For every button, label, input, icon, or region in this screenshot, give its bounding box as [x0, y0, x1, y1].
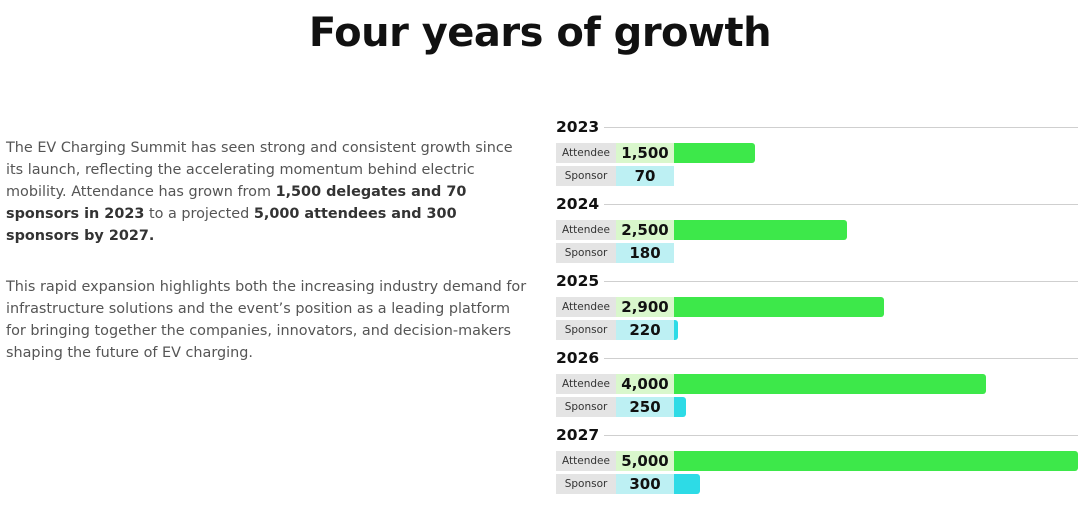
attendee-row: Attendee 1,500 — [556, 143, 755, 163]
year-group-2026: 2026 Attendee 4,000 Sponsor 250 — [556, 343, 1078, 419]
year-divider — [604, 281, 1078, 282]
attendee-label: Attendee — [556, 297, 616, 317]
sponsor-row: Sponsor 250 — [556, 397, 686, 417]
attendee-value: 2,500 — [616, 220, 674, 240]
attendee-bar — [616, 374, 986, 394]
p1-bold-2023: 1,500 delegates and 70 sponsors in 2023 — [6, 184, 467, 222]
sponsor-row: Sponsor 300 — [556, 474, 700, 494]
attendee-bar — [616, 297, 884, 317]
sponsor-row: Sponsor 70 — [556, 166, 674, 186]
attendee-label: Attendee — [556, 220, 616, 240]
attendee-label: Attendee — [556, 451, 616, 471]
description-text: The EV Charging Summit has seen strong a… — [6, 137, 531, 393]
page-title: Four years of growth — [308, 10, 772, 56]
year-divider — [604, 358, 1078, 359]
p1-text-a: The EV Charging Summit has seen strong a… — [6, 140, 513, 200]
year-divider — [604, 204, 1078, 205]
attendee-row: Attendee 4,000 — [556, 374, 986, 394]
sponsor-label: Sponsor — [556, 397, 616, 417]
year-label: 2027 — [556, 426, 600, 444]
year-group-2027: 2027 Attendee 5,000 Sponsor 300 — [556, 420, 1078, 496]
sponsor-value: 220 — [616, 320, 674, 340]
attendee-value: 2,900 — [616, 297, 674, 317]
year-label: 2025 — [556, 272, 600, 290]
sponsor-value: 70 — [616, 166, 674, 186]
sponsor-label: Sponsor — [556, 474, 616, 494]
paragraph-2: This rapid expansion highlights both the… — [6, 279, 527, 361]
p1-bold-2027: 5,000 attendees and 300 sponsors by 2027… — [6, 206, 457, 244]
sponsor-value: 300 — [616, 474, 674, 494]
attendee-value: 1,500 — [616, 143, 674, 163]
year-group-2023: 2023 Attendee 1,500 Sponsor 70 — [556, 112, 1078, 188]
year-group-2024: 2024 Attendee 2,500 Sponsor 180 — [556, 189, 1078, 265]
growth-bar-chart: 2023 Attendee 1,500 Sponsor 70 2024 Attendee 2,… — [556, 112, 1078, 494]
attendee-label: Attendee — [556, 374, 616, 394]
sponsor-row: Sponsor 220 — [556, 320, 678, 340]
sponsor-row: Sponsor 180 — [556, 243, 674, 263]
attendee-row: Attendee 2,500 — [556, 220, 847, 240]
year-label: 2026 — [556, 349, 600, 367]
sponsor-value: 250 — [616, 397, 674, 417]
year-label: 2024 — [556, 195, 600, 213]
year-group-2025: 2025 Attendee 2,900 Sponsor 220 — [556, 266, 1078, 342]
attendee-bar — [616, 451, 1078, 471]
sponsor-label: Sponsor — [556, 166, 616, 186]
attendee-value: 4,000 — [616, 374, 674, 394]
p1-text-c: to a projected — [144, 206, 254, 222]
sponsor-value: 180 — [616, 243, 674, 263]
sponsor-label: Sponsor — [556, 320, 616, 340]
attendee-label: Attendee — [556, 143, 616, 163]
year-divider — [604, 435, 1078, 436]
year-divider — [604, 127, 1078, 128]
attendee-row: Attendee 5,000 — [556, 451, 1078, 471]
attendee-row: Attendee 2,900 — [556, 297, 884, 317]
attendee-value: 5,000 — [616, 451, 674, 471]
year-label: 2023 — [556, 118, 600, 136]
paragraph-1: The EV Charging Summit has seen strong a… — [6, 137, 531, 247]
sponsor-label: Sponsor — [556, 243, 616, 263]
